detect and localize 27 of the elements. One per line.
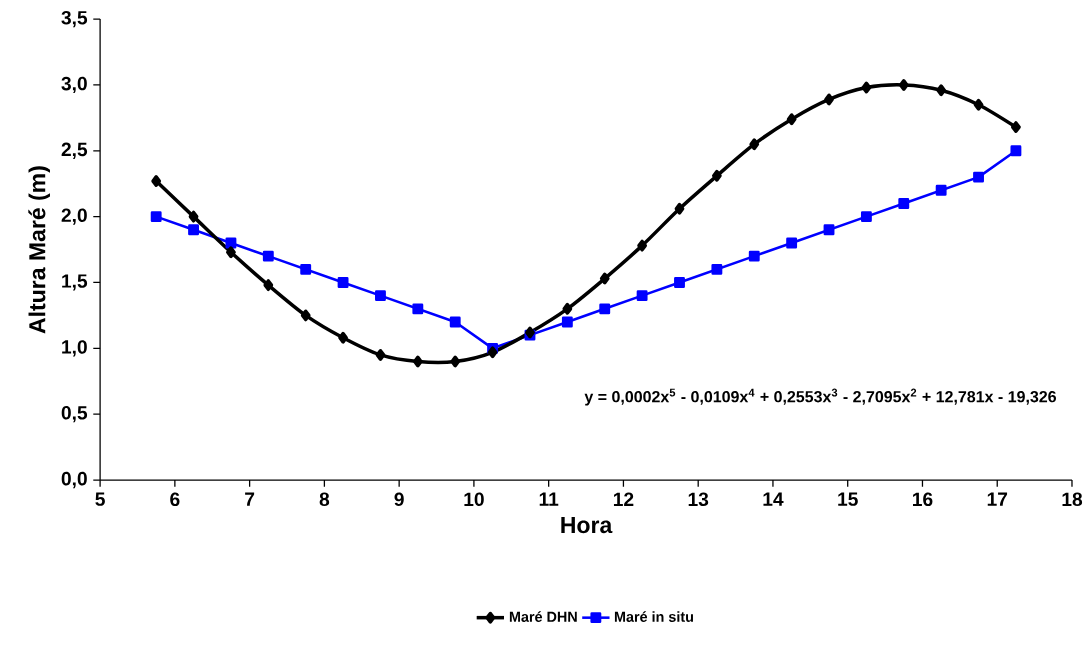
x-tick-label: 7 [245,492,255,506]
x-tick-label: 13 [688,492,709,507]
legend-label: Maré DHN [509,611,577,622]
text: y = 0,0002x$^{5}$ - 0,0109x$^{4}$ + 0,2553x$^{3}$ - 2,7095x$^{2}$ + 12,781x - 19,326 [584,388,1057,406]
y-axis-title: Altura Maré (m) [28,166,50,334]
x-tick-label: 9 [394,492,404,506]
y-tick-label: 3,0 [61,76,87,94]
x-tick-label: 10 [464,492,484,506]
x-tick-label: 16 [913,492,933,506]
x-tick-label: 11 [539,492,559,506]
x-axis-title: Hora [561,516,613,534]
y-tick-label: 0,0 [61,471,87,489]
x-tick-label: 18 [1062,492,1083,506]
y-tick-label: 2,5 [61,142,88,159]
y-tick-label: 2,0 [61,208,87,225]
x-tick-label: 14 [763,492,784,506]
x-tick-label: 8 [319,492,330,506]
legend-label: Maré in situ [614,611,693,622]
x-tick-label: 12 [613,492,634,506]
y-tick-label: 1,5 [62,274,88,291]
x-tick-label: 5 [95,492,105,506]
y-tick-label: 1,0 [62,340,87,357]
x-tick-label: 15 [838,492,858,506]
y-tick-label: 3,5 [61,10,88,28]
x-tick-label: 6 [170,492,180,506]
y-tick-label: 0,5 [61,405,88,423]
x-tick-label: 17 [987,492,1008,506]
